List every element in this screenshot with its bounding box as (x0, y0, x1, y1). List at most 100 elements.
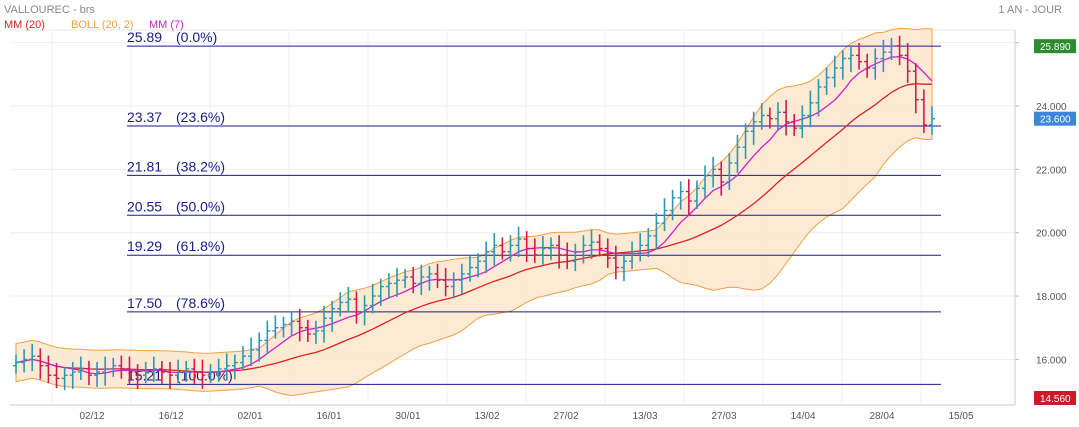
ohlc-bar (199, 359, 206, 389)
ohlc-bar (418, 264, 425, 296)
ohlc-bar (126, 356, 133, 384)
x-tick-label: 14/04 (790, 411, 815, 422)
ohlc-bar (734, 134, 741, 173)
ohlc-bar (807, 90, 814, 128)
ohlc-bar (385, 273, 392, 299)
ohlc-bar (799, 105, 806, 139)
ohlc-bar (296, 309, 303, 342)
ohlc-bar (669, 189, 676, 221)
ohlc-bar (134, 364, 141, 389)
ohlc-bar (466, 255, 473, 282)
x-tick-label: 13/02 (474, 411, 499, 422)
ohlc-bar (102, 356, 109, 386)
ohlc-bar (158, 360, 165, 384)
ohlc-bar (815, 79, 822, 117)
ohlc-bar (718, 161, 725, 196)
ohlc-bar (239, 346, 246, 371)
ohlc-bar (21, 349, 28, 373)
ohlc-bar (710, 157, 717, 188)
ohlc-bar (77, 356, 84, 380)
ohlc-bar (612, 245, 619, 280)
ohlc-bar (653, 213, 660, 250)
ohlc-bar (142, 361, 149, 384)
fib-pct-label: (23.6%) (176, 109, 225, 125)
ohlc-bar (677, 181, 684, 210)
fib-pct-label: (61.8%) (176, 238, 225, 254)
ohlc-bar (304, 319, 311, 342)
ohlc-bar (791, 113, 798, 137)
ohlc-bar (377, 278, 384, 306)
ohlc-bar (491, 233, 498, 266)
ohlc-bar (888, 37, 895, 61)
ohlc-bar (661, 198, 668, 232)
ohlc-bar (410, 266, 417, 294)
ohlc-bar (645, 227, 652, 258)
ohlc-bar (312, 320, 319, 344)
x-tick-label: 16/01 (316, 411, 341, 422)
ohlc-bar (256, 332, 263, 362)
x-tick-label: 30/01 (395, 411, 420, 422)
ohlc-bar (215, 358, 222, 382)
ohlc-bars (13, 35, 935, 391)
ohlc-bar (434, 263, 441, 289)
ohlc-bar (685, 179, 692, 215)
ohlc-bar (929, 106, 935, 135)
ohlc-bar (110, 357, 117, 377)
fib-value-label: 19.29 (127, 238, 162, 254)
ohlc-bar (321, 305, 328, 343)
ohlc-bar (426, 265, 433, 291)
ohlc-bar (726, 152, 733, 190)
ohlc-bar (207, 364, 214, 384)
x-tick-label: 15/05 (948, 411, 973, 422)
y-tick-label: 24.000 (1036, 102, 1067, 113)
chart-title: VALLOUREC - brs (4, 4, 95, 16)
ohlc-bar (499, 237, 506, 260)
ohlc-bar (272, 315, 279, 339)
ohlc-bar (766, 107, 773, 129)
ohlc-bar (118, 355, 125, 379)
ohlc-bar (515, 226, 522, 258)
ohlc-bar (548, 237, 555, 261)
ohlc-bar (248, 337, 255, 367)
legend-mm20: MM (20) (4, 19, 45, 31)
ohlc-bar (783, 99, 790, 136)
price-tag: 25.890 (1034, 39, 1076, 54)
ohlc-bar (507, 235, 514, 262)
ohlc-bar (442, 267, 449, 297)
legend-boll: BOLL (20, 2) (71, 19, 134, 31)
ohlc-bar (361, 295, 368, 326)
ohlc-bar (839, 50, 846, 80)
ohlc-bar (167, 361, 174, 389)
ohlc-bar (742, 123, 749, 159)
ohlc-bar (53, 362, 60, 389)
ohlc-bar (175, 359, 182, 384)
ohlc-bar (288, 311, 295, 337)
ohlc-bar (45, 355, 52, 384)
fib-pct-label: (0.0%) (176, 29, 217, 45)
price-tag: 14.560 (1034, 391, 1076, 405)
ohlc-bar (872, 48, 879, 80)
ohlc-bar (920, 89, 927, 133)
ohlc-bar (693, 180, 700, 209)
period-label: 1 AN - JOUR (998, 4, 1062, 16)
ohlc-bar (556, 235, 563, 269)
ohlc-bar (69, 361, 76, 389)
ohlc-bar (702, 165, 709, 199)
fib-value-label: 21.81 (127, 158, 162, 174)
x-tick-label: 16/12 (158, 411, 183, 422)
ohlc-bar (13, 354, 19, 374)
fib-pct-label: (50.0%) (176, 198, 225, 214)
ohlc-bar (539, 236, 546, 265)
ohlc-bar (904, 42, 911, 83)
svg-text:14.560: 14.560 (1040, 394, 1071, 405)
ohlc-bar (353, 291, 360, 324)
ohlc-bar (61, 367, 68, 391)
svg-text:25.890: 25.890 (1040, 42, 1071, 53)
ohlc-bar (264, 320, 271, 355)
ohlc-bar (183, 360, 190, 382)
ohlc-bar (588, 229, 595, 259)
ohlc-bar (231, 354, 238, 380)
ohlc-bar (896, 35, 903, 66)
ohlc-bar (856, 42, 863, 70)
